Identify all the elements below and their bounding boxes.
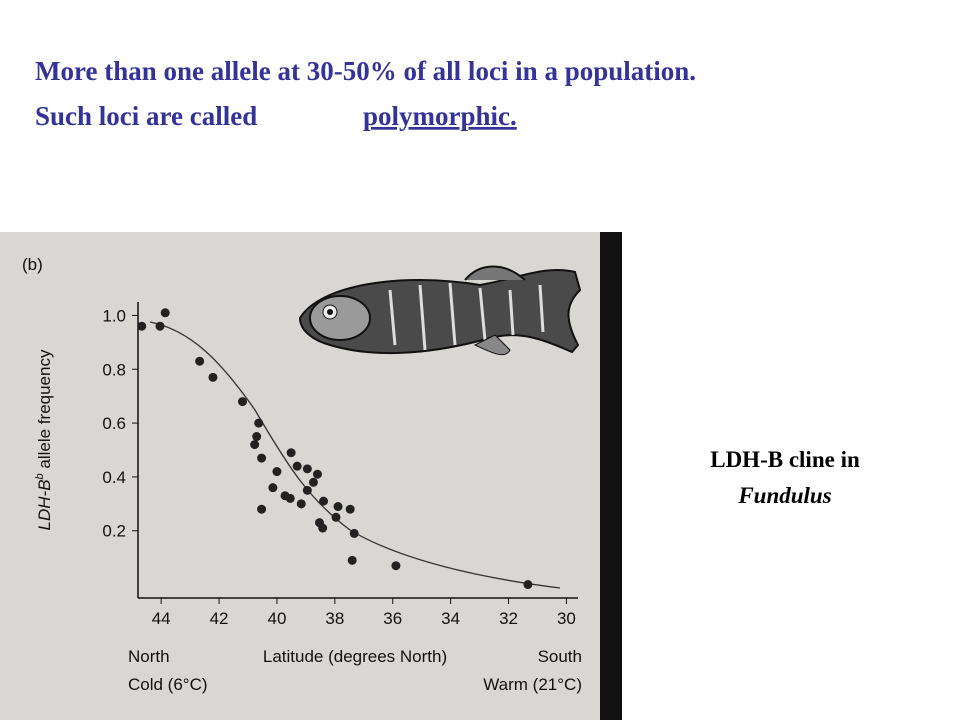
y-label-rest: allele frequency	[35, 349, 54, 473]
x-tick-label: 40	[267, 609, 286, 628]
data-point	[208, 372, 218, 382]
data-point	[238, 397, 247, 407]
panel-label: (b)	[22, 255, 43, 274]
x-axis-label: Latitude (degrees North)	[263, 647, 447, 666]
x-tick-label: 34	[441, 609, 460, 628]
x-tick-label: 32	[499, 609, 518, 628]
heading: Such loci are called polymorphic.	[35, 101, 517, 131]
data-point	[286, 448, 296, 458]
data-point	[349, 528, 359, 538]
heading-term: polymorphic.	[363, 101, 517, 131]
y-tick-label: 0.8	[102, 360, 126, 379]
data-point	[347, 555, 357, 565]
scan-edge	[600, 232, 622, 720]
fish-illustration	[298, 265, 582, 356]
data-point	[257, 453, 267, 463]
data-point	[137, 321, 147, 331]
data-point	[308, 477, 318, 487]
y-tick-label: 1.0	[102, 306, 126, 325]
y-tick-label: 0.4	[102, 468, 126, 487]
data-point	[296, 499, 306, 509]
data-point	[345, 504, 355, 514]
annotation: Cold (6°C)	[128, 675, 208, 694]
y-tick-label: 0.6	[102, 414, 126, 433]
data-point	[268, 483, 278, 493]
data-point	[254, 418, 264, 428]
data-point	[257, 504, 267, 514]
annotation: South	[538, 647, 582, 666]
data-point	[333, 502, 343, 512]
x-tick-label: 36	[383, 609, 402, 628]
x-tick-label: 44	[152, 609, 171, 628]
y-tick-label: 0.2	[102, 522, 126, 541]
data-point	[252, 432, 262, 442]
annotation: Warm (21°C)	[483, 675, 582, 694]
x-tick-label: 42	[210, 609, 229, 628]
data-point	[160, 308, 170, 318]
caption: LDH-B cline in	[710, 447, 860, 472]
y-axis-label: LDH-Bb allele frequency	[34, 349, 54, 530]
annotation: North	[128, 647, 170, 666]
data-point	[331, 512, 341, 522]
y-label-main: LDH-B	[35, 479, 54, 530]
data-point	[302, 464, 312, 474]
data-point	[285, 493, 295, 503]
caption: Fundulus	[737, 483, 831, 508]
data-point	[250, 440, 260, 450]
data-point	[523, 580, 533, 590]
y-label-sup: b	[34, 473, 46, 479]
data-point	[391, 561, 401, 571]
data-point	[312, 469, 322, 479]
data-point	[302, 485, 312, 495]
data-point	[318, 523, 328, 533]
heading-text: Such loci are called	[35, 101, 264, 131]
data-point	[195, 356, 205, 366]
data-point	[272, 467, 282, 477]
x-tick-label: 38	[325, 609, 344, 628]
data-point	[319, 496, 329, 506]
heading: More than one allele at 30-50% of all lo…	[35, 56, 696, 86]
data-point	[292, 461, 302, 471]
data-point	[155, 321, 165, 331]
x-tick-label: 30	[557, 609, 576, 628]
